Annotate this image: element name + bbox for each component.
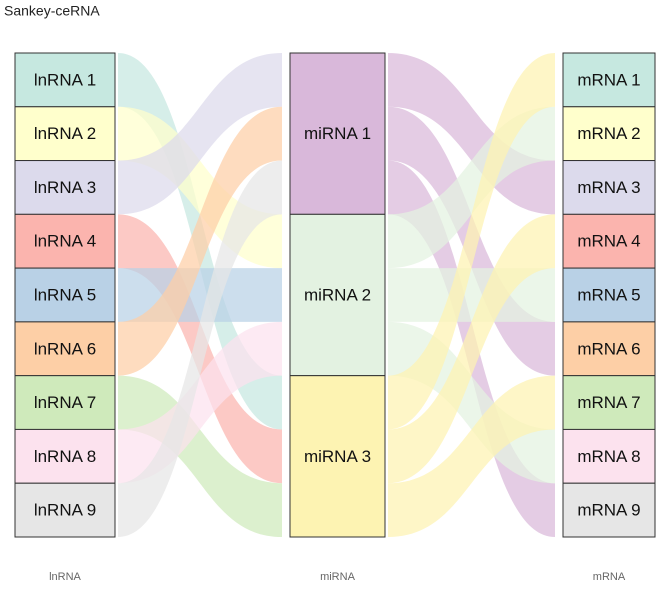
- flow: [388, 375, 555, 537]
- node-label: miRNA 3: [304, 447, 371, 466]
- flow: [118, 160, 282, 538]
- node-label: mRNA 7: [577, 393, 640, 412]
- node-label: mRNA 4: [577, 232, 640, 251]
- flow: [388, 53, 555, 430]
- node: [562, 267, 656, 323]
- node: [289, 52, 386, 215]
- flow: [118, 268, 282, 322]
- node: [289, 375, 386, 538]
- node-label: lnRNA 7: [34, 393, 96, 412]
- flow: [118, 106, 282, 376]
- node-label: miRNA 1: [304, 124, 371, 143]
- node-label: lnRNA 4: [34, 232, 96, 251]
- node: [562, 375, 656, 430]
- node: [14, 213, 116, 269]
- node: [562, 106, 656, 162]
- node-label: mRNA 8: [577, 447, 640, 466]
- column-label: lnRNA: [49, 571, 81, 583]
- node: [14, 482, 116, 538]
- node-label: mRNA 3: [577, 178, 640, 197]
- node: [562, 160, 656, 215]
- node: [562, 321, 656, 377]
- node-label: lnRNA 1: [34, 70, 96, 89]
- node: [14, 321, 116, 377]
- node: [14, 52, 116, 108]
- node-label: miRNA 2: [304, 285, 371, 304]
- flow: [118, 321, 282, 484]
- flow: [388, 106, 555, 269]
- node-label: lnRNA 6: [34, 339, 96, 358]
- flow: [388, 53, 555, 215]
- node-label: lnRNA 2: [34, 124, 96, 143]
- node-label: mRNA 1: [577, 70, 640, 89]
- node-label: lnRNA 8: [34, 447, 96, 466]
- node-label: mRNA 2: [577, 124, 640, 143]
- node: [14, 428, 116, 484]
- nodes: lnRNA 1 lnRNA 2 lnRNA 3 lnRNA 4 lnRNA 5 lnRNA…: [14, 52, 656, 583]
- flow: [388, 214, 555, 484]
- flow: [118, 375, 282, 537]
- node: [14, 160, 116, 215]
- column-label: miRNA: [320, 571, 355, 583]
- flow: [388, 268, 555, 322]
- node-label: lnRNA 5: [34, 285, 96, 304]
- node-label: mRNA 6: [577, 339, 640, 358]
- node: [562, 52, 656, 108]
- node-label: mRNA 9: [577, 501, 640, 520]
- node-label: lnRNA 3: [34, 178, 96, 197]
- node: [562, 213, 656, 269]
- node: [14, 106, 116, 162]
- chart-title: Sankey-ceRNA: [4, 3, 100, 19]
- node-label: mRNA 5: [577, 285, 640, 304]
- node-label: lnRNA 9: [34, 501, 96, 520]
- column-label: mRNA: [593, 571, 626, 583]
- flow: [118, 53, 282, 215]
- node: [14, 267, 116, 323]
- node: [289, 213, 386, 377]
- links: [118, 53, 555, 538]
- node: [562, 482, 656, 538]
